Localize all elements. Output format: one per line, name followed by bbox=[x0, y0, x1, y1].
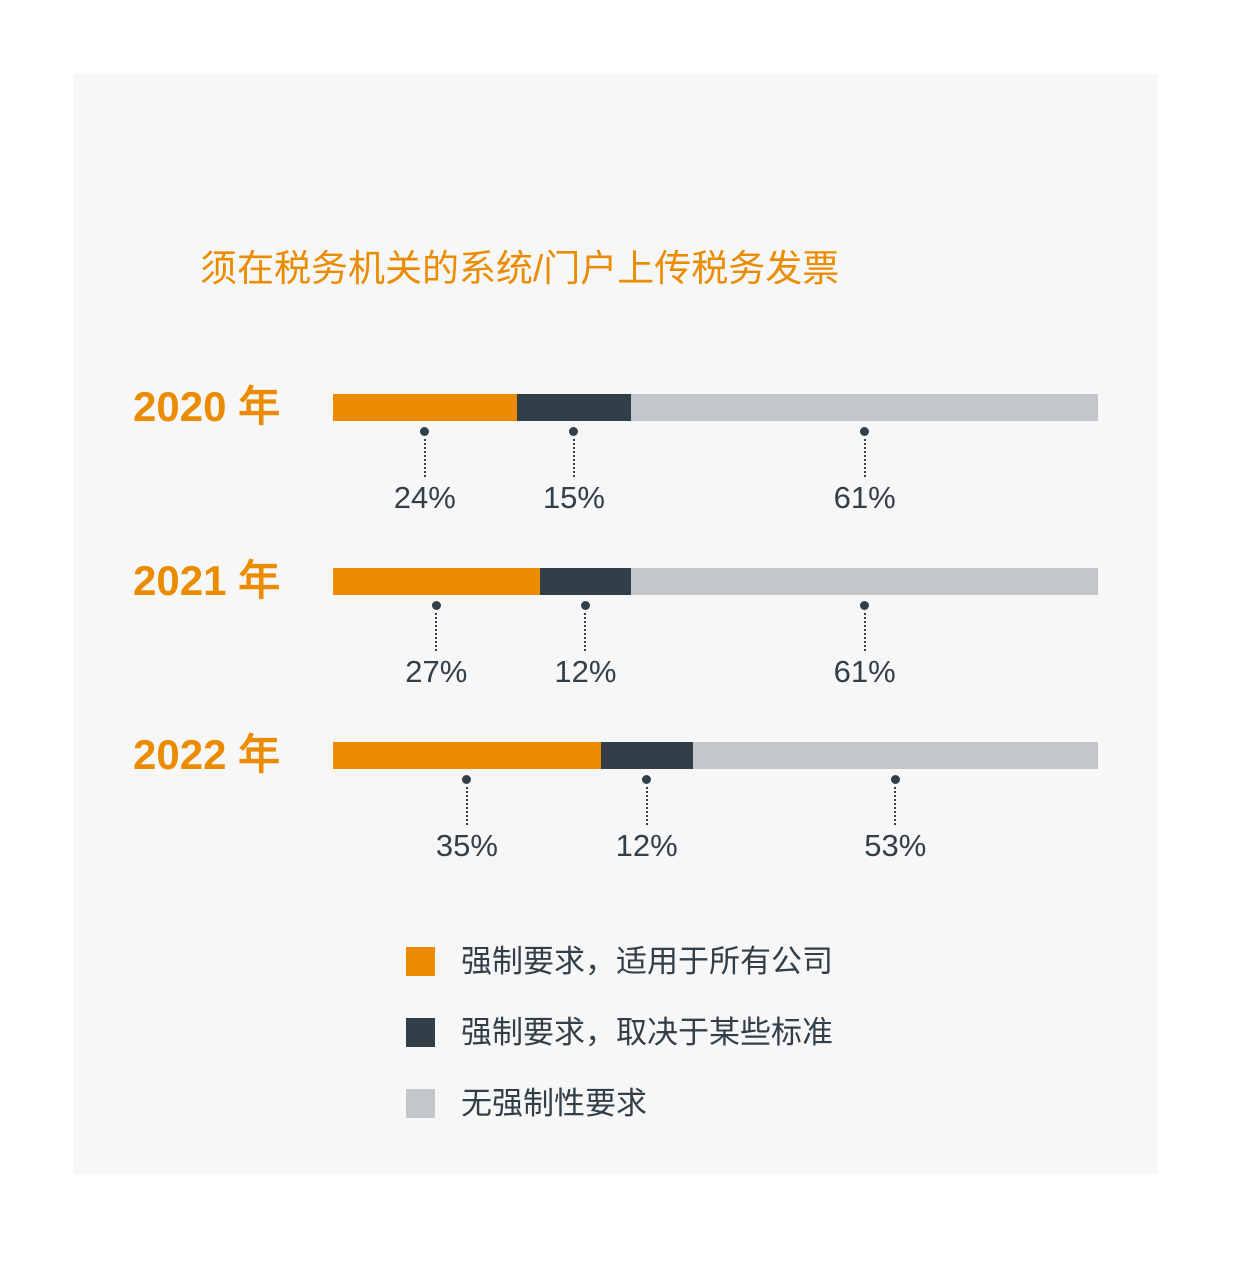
bar-row: 2020 年 24% 15% 61% bbox=[0, 384, 1248, 568]
leader-line bbox=[572, 439, 575, 477]
legend-item: 强制要求，取决于某些标准 bbox=[406, 1014, 833, 1050]
year-label: 2022 年 bbox=[133, 731, 281, 778]
value-label: 61% bbox=[833, 480, 896, 515]
leader-dot-icon bbox=[642, 775, 652, 784]
bar-segment-series-2 bbox=[631, 568, 1098, 595]
leader-dot-icon bbox=[462, 775, 472, 784]
leader-line bbox=[894, 787, 897, 825]
value-marker: 15% bbox=[543, 421, 605, 513]
bar-segment-series-0 bbox=[333, 742, 601, 769]
legend-label: 强制要求，适用于所有公司 bbox=[461, 943, 833, 979]
bar-row: 2021 年 27% 12% 61% bbox=[0, 558, 1248, 742]
value-marker: 53% bbox=[864, 769, 926, 861]
value-label: 15% bbox=[542, 480, 605, 515]
value-marker: 27% bbox=[405, 595, 467, 687]
value-label: 61% bbox=[833, 654, 896, 689]
bar-segment-series-2 bbox=[692, 742, 1098, 769]
bar-segment-series-1 bbox=[600, 742, 693, 769]
value-marker: 12% bbox=[554, 595, 616, 687]
leader-line bbox=[863, 613, 866, 651]
year-label: 2021 年 bbox=[133, 557, 281, 604]
value-label: 12% bbox=[615, 828, 678, 863]
value-label: 24% bbox=[393, 480, 456, 515]
leader-line bbox=[584, 613, 587, 651]
leader-line bbox=[465, 787, 468, 825]
bar-row: 2022 年 35% 12% 53% bbox=[0, 732, 1248, 916]
leader-line bbox=[645, 787, 648, 825]
value-label: 53% bbox=[864, 828, 927, 863]
stacked-bar bbox=[333, 742, 1098, 769]
leader-line bbox=[863, 439, 866, 477]
legend-item: 无强制性要求 bbox=[406, 1085, 647, 1121]
leader-dot-icon bbox=[860, 601, 870, 610]
value-marker: 61% bbox=[834, 421, 896, 513]
value-marker: 24% bbox=[394, 421, 456, 513]
legend-swatch-icon bbox=[406, 1017, 435, 1047]
stacked-bar bbox=[333, 568, 1098, 595]
legend-item: 强制要求，适用于所有公司 bbox=[406, 943, 833, 979]
leader-line bbox=[423, 439, 426, 477]
bar-segment-series-0 bbox=[333, 568, 540, 595]
bar-segment-series-1 bbox=[516, 394, 632, 421]
leader-dot-icon bbox=[420, 427, 430, 436]
value-label: 12% bbox=[554, 654, 617, 689]
bar-segment-series-1 bbox=[539, 568, 632, 595]
legend-label: 强制要求，取决于某些标准 bbox=[461, 1014, 833, 1050]
value-marker: 12% bbox=[616, 769, 678, 861]
chart-title: 须在税务机关的系统/门户上传税务发票 bbox=[200, 248, 840, 289]
leader-dot-icon bbox=[580, 601, 590, 610]
bar-segment-series-2 bbox=[631, 394, 1098, 421]
value-label: 27% bbox=[405, 654, 468, 689]
legend-label: 无强制性要求 bbox=[461, 1085, 647, 1121]
leader-line bbox=[435, 613, 438, 651]
value-label: 35% bbox=[435, 828, 498, 863]
legend-swatch-icon bbox=[406, 946, 435, 976]
value-marker: 61% bbox=[834, 595, 896, 687]
leader-dot-icon bbox=[431, 601, 441, 610]
value-marker: 35% bbox=[436, 769, 498, 861]
leader-dot-icon bbox=[890, 775, 900, 784]
legend-swatch-icon bbox=[406, 1088, 435, 1118]
leader-dot-icon bbox=[860, 427, 870, 436]
stacked-bar bbox=[333, 394, 1098, 421]
bar-segment-series-0 bbox=[333, 394, 517, 421]
year-label: 2020 年 bbox=[133, 383, 281, 430]
leader-dot-icon bbox=[569, 427, 579, 436]
chart-panel: 须在税务机关的系统/门户上传税务发票 2020 年 24% 15% 61% 2021 年… bbox=[73, 74, 1158, 1174]
